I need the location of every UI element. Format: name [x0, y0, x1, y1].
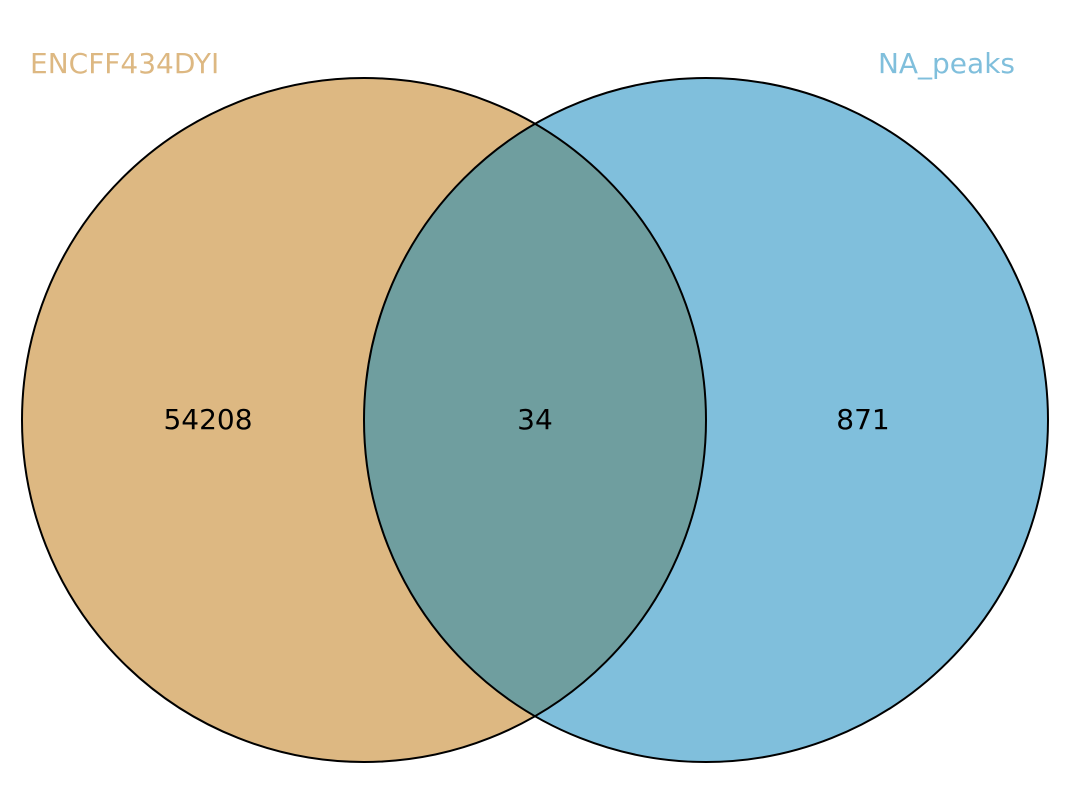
count-right-only: 871 [836, 403, 889, 436]
set-outline-na-peaks [363, 77, 1049, 763]
count-left-only: 54208 [163, 403, 252, 436]
set-label-encff434dyi: ENCFF434DYI [30, 47, 219, 80]
set-outline-encff434dyi [21, 77, 707, 763]
intersection-region [364, 78, 706, 762]
set-label-na-peaks: NA_peaks [878, 47, 1015, 80]
count-intersection: 34 [517, 403, 553, 436]
